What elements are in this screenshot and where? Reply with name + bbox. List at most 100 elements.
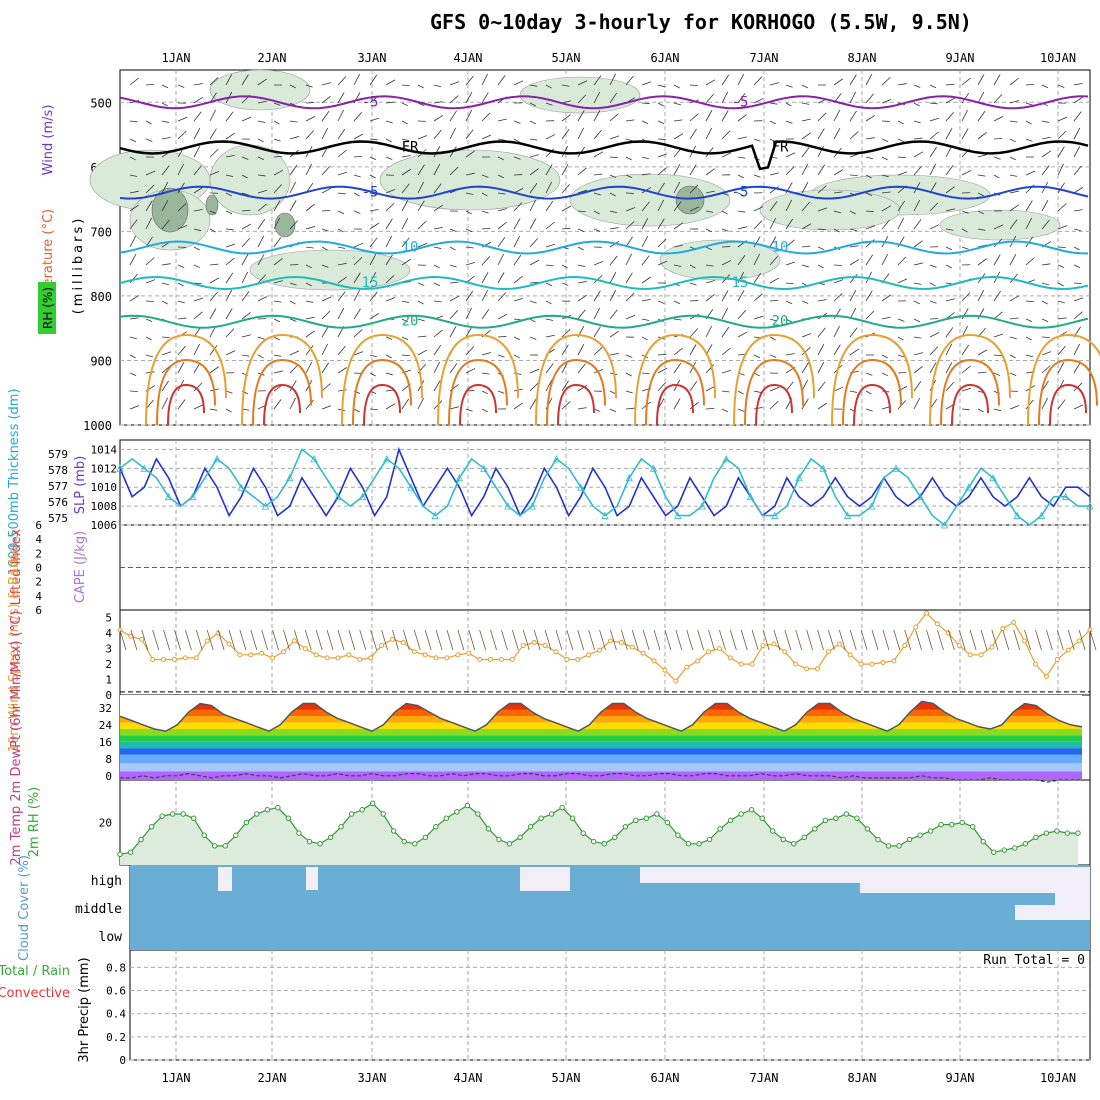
wind-barb — [241, 174, 248, 179]
wind-tick: 4 — [105, 627, 112, 640]
wind-barb — [833, 325, 840, 338]
isotherm-label: -5 — [732, 185, 749, 201]
wind-barb — [369, 271, 377, 284]
warm-contour — [241, 333, 323, 426]
wind-barb — [945, 264, 953, 269]
wind-barb — [337, 210, 345, 215]
rh-shading — [209, 69, 311, 111]
wind-barb — [1073, 246, 1080, 251]
wind-barb — [385, 336, 393, 340]
wind-barb — [753, 206, 764, 212]
ylabel-rh2m: 2m RH (%) — [27, 787, 42, 858]
wind-barb — [753, 293, 763, 302]
wind-barb — [465, 408, 473, 412]
wind-barb — [817, 402, 828, 410]
wind-barb — [177, 345, 186, 356]
wind10m-barb — [991, 629, 999, 651]
wind-barb — [353, 329, 363, 338]
wind-barb — [625, 138, 633, 142]
wind-barb — [721, 152, 732, 158]
wind-barb — [337, 307, 345, 320]
wind-barb — [689, 113, 699, 122]
wind-barb — [193, 246, 200, 251]
wind-point — [684, 664, 690, 670]
rh2m-point — [770, 828, 776, 834]
precip-tick: 0.2 — [106, 1031, 126, 1044]
wind-barb — [433, 183, 442, 194]
wind-barb — [385, 79, 396, 86]
wind-barb — [193, 297, 204, 302]
wind-barb — [257, 120, 266, 123]
wind-barb — [1073, 111, 1082, 122]
wind-barb — [193, 111, 202, 122]
rh2m-point — [317, 841, 323, 847]
wind-barb — [673, 133, 684, 140]
wind-barb — [993, 74, 1001, 86]
wind-barb — [337, 228, 344, 233]
temp-band — [120, 754, 1082, 763]
wind-barb — [1041, 263, 1051, 266]
wind-barb — [1073, 209, 1083, 212]
isotherm-label: 15 — [732, 275, 749, 291]
wind-barb — [465, 92, 473, 104]
warm-contour — [546, 358, 606, 426]
wind-barb — [289, 264, 299, 266]
wind-barb — [529, 154, 539, 158]
wind-point — [488, 656, 494, 662]
wind-barb — [161, 120, 170, 123]
wind-barb — [913, 352, 923, 356]
wind-barb — [561, 380, 569, 392]
wind-barb — [897, 354, 905, 358]
wind-point — [1076, 638, 1082, 644]
wind10m-barb — [272, 629, 279, 651]
wind-point — [738, 661, 744, 667]
wind10m-barb — [457, 629, 465, 651]
wind-barb — [641, 318, 650, 321]
wind-barb — [1025, 83, 1035, 86]
wind-barb — [769, 277, 780, 284]
wind-barb — [193, 165, 202, 176]
wind-point — [629, 644, 635, 650]
wind-point — [182, 655, 188, 661]
wind-barb — [289, 282, 297, 286]
wind-point — [1000, 626, 1006, 632]
wind-barb — [1057, 399, 1066, 410]
wind-barb — [577, 210, 586, 213]
wind-barb — [193, 127, 201, 140]
wind-barb — [193, 282, 202, 285]
isotherm-label: 20 — [402, 314, 419, 330]
wind-barb — [673, 362, 682, 374]
wind-barb — [1073, 82, 1083, 86]
wind10m-barb — [381, 629, 388, 651]
wind-barb — [609, 330, 620, 338]
wind-barb — [609, 255, 618, 266]
wind-tick: 0 — [105, 689, 112, 702]
wind-barb — [305, 203, 315, 212]
thickness-marker — [140, 464, 148, 472]
wind-barb — [529, 281, 539, 284]
wind-barb — [849, 110, 857, 122]
wind-barb — [305, 264, 313, 269]
warm-contour — [167, 383, 205, 426]
wind-barb — [545, 84, 552, 89]
wind-barb — [433, 115, 444, 122]
wind-point — [640, 650, 646, 656]
wind-barb — [369, 354, 378, 358]
wind-barb — [385, 275, 395, 284]
li-tick: 2 — [35, 576, 42, 589]
wind-barb — [273, 336, 280, 341]
wind-point — [1033, 661, 1039, 667]
wind-barb — [1057, 146, 1065, 158]
wind-barb — [145, 336, 152, 341]
wind-barb — [497, 118, 507, 122]
wind-barb — [673, 201, 682, 212]
wind-barb — [657, 199, 664, 212]
thickness-tick: 578 — [48, 464, 68, 477]
slp-tick: 1012 — [91, 462, 118, 475]
wind-barb — [961, 128, 969, 140]
wind10m-barb — [130, 629, 138, 651]
wind-barb — [609, 192, 616, 197]
wind-barb — [481, 308, 490, 320]
wind-barb — [129, 204, 139, 212]
